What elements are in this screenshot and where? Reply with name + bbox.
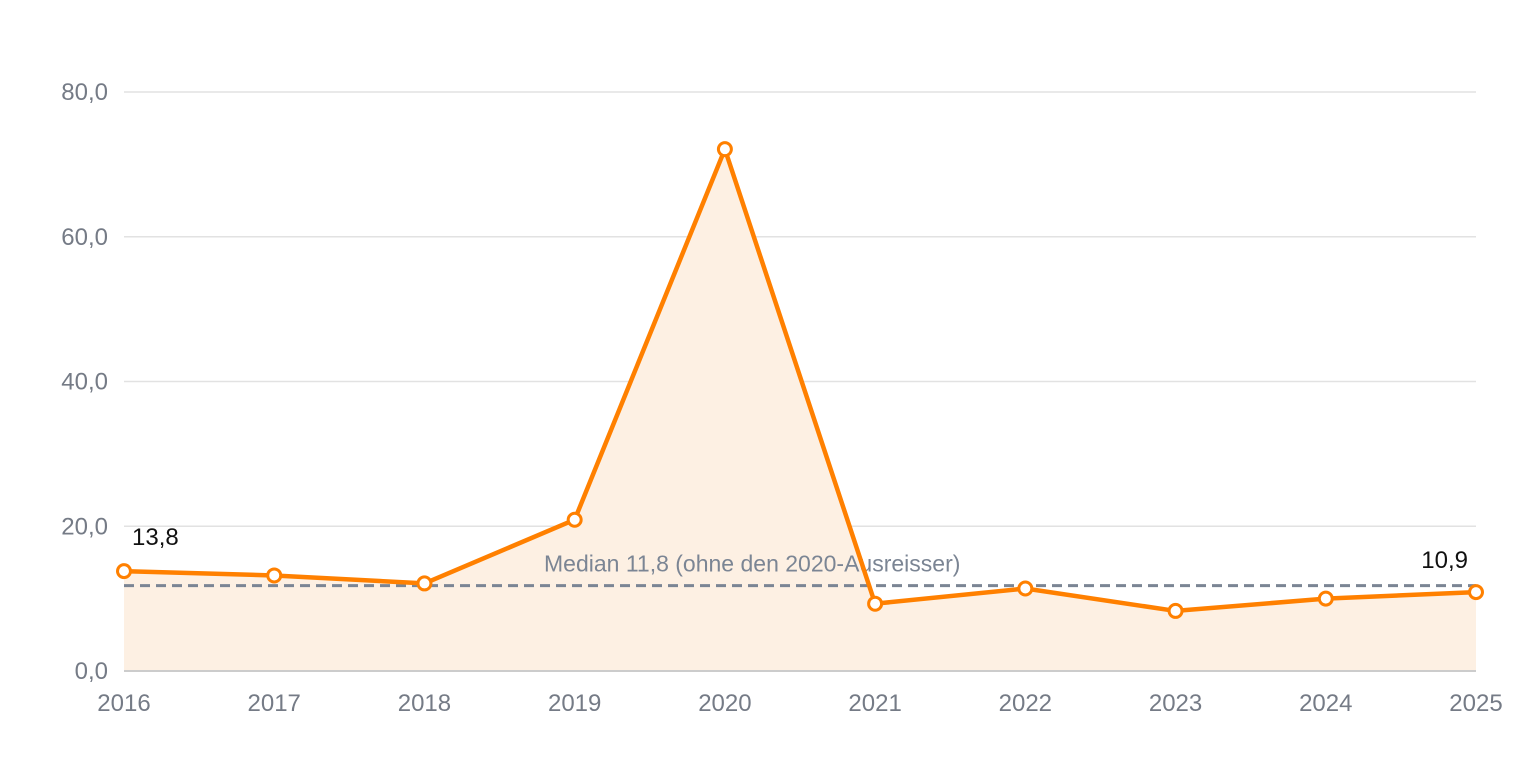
area-layer xyxy=(124,149,1476,671)
y-tick-label: 20,0 xyxy=(61,513,108,540)
axis-layer: 0,0 20,0 40,0 60,0 80,0 2016 2017 2018 2019 2020 2… xyxy=(61,79,1502,717)
x-tick-label: 2020 xyxy=(698,690,751,717)
y-tick-label: 0,0 xyxy=(75,658,108,685)
x-tick-label: 2018 xyxy=(398,690,451,717)
data-point xyxy=(1468,584,1484,601)
x-tick-label: 2022 xyxy=(999,690,1052,717)
x-tick-label: 2024 xyxy=(1299,690,1352,717)
data-point xyxy=(266,567,283,584)
area-fill xyxy=(124,149,1476,671)
series-line xyxy=(121,146,1479,614)
line-layer xyxy=(121,146,1479,614)
data-point xyxy=(867,595,884,612)
median-label: Median 11,8 (ohne den 2020-Ausreisser) xyxy=(544,551,960,577)
y-tick-label: 60,0 xyxy=(61,224,108,251)
median-layer: Median 11,8 (ohne den 2020-Ausreisser) xyxy=(124,551,1476,588)
y-tick-label: 40,0 xyxy=(61,369,108,396)
last-value-label: 10,9 xyxy=(1421,547,1468,574)
data-point xyxy=(716,141,733,158)
data-point xyxy=(1167,602,1184,619)
label-layer: 13,8 10,9 xyxy=(132,524,1468,574)
data-point xyxy=(1317,590,1334,607)
point-layer xyxy=(116,141,1484,619)
x-tick-label: 2023 xyxy=(1149,690,1202,717)
x-tick-label: 2016 xyxy=(97,690,150,717)
data-point xyxy=(566,511,583,528)
data-point xyxy=(416,575,433,592)
first-value-label: 13,8 xyxy=(132,524,179,551)
y-tick-label: 80,0 xyxy=(61,79,108,106)
data-point xyxy=(1017,580,1034,597)
x-tick-label: 2019 xyxy=(548,690,601,717)
data-point xyxy=(116,563,132,580)
x-tick-label: 2017 xyxy=(248,690,301,717)
x-tick-label: 2021 xyxy=(848,690,901,717)
x-tick-label: 2025 xyxy=(1449,690,1502,717)
